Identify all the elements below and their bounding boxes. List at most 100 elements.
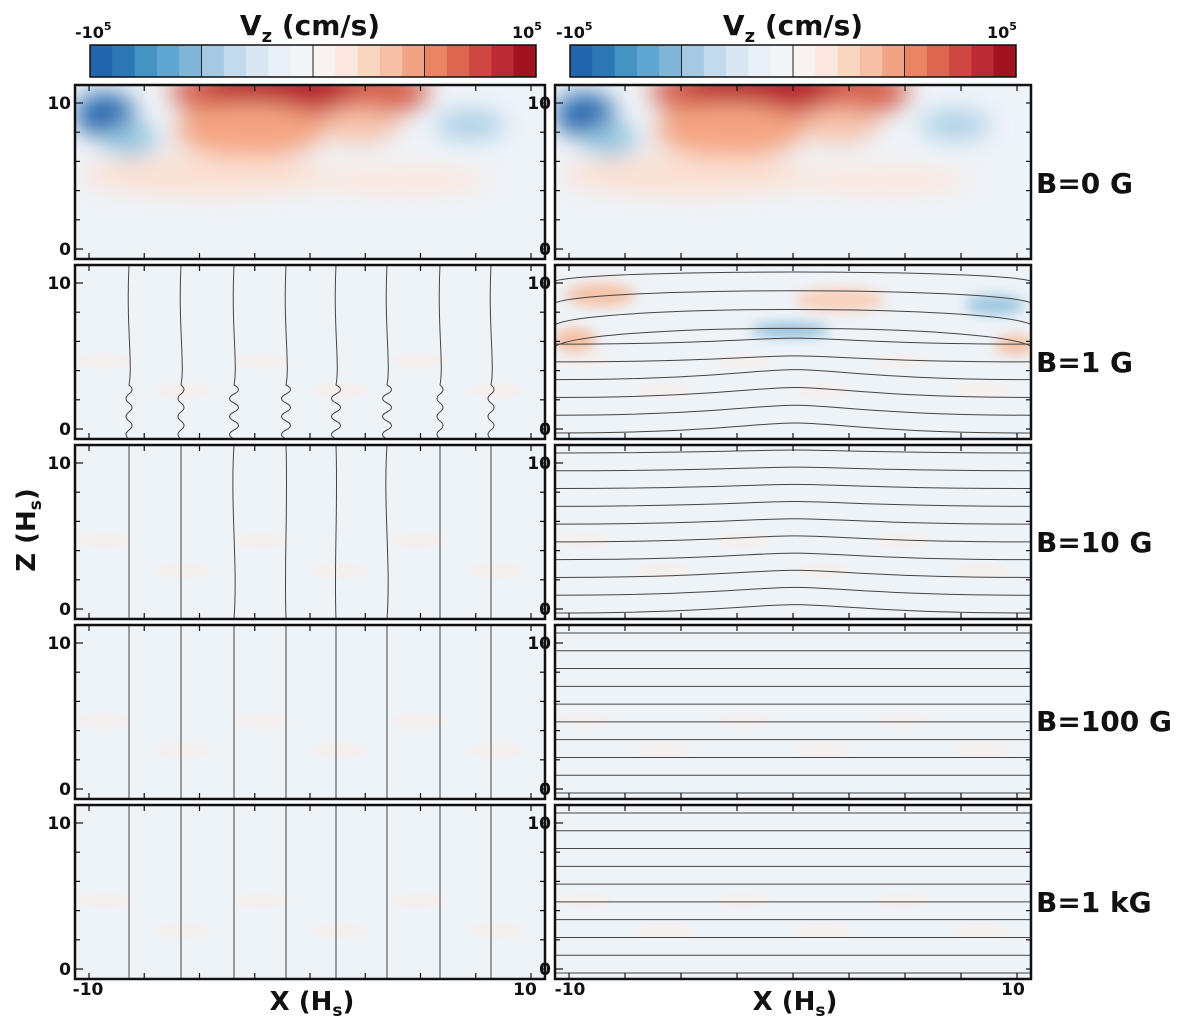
panel-tint-left-4-2 xyxy=(233,892,290,909)
panel-tint-right-1-4 xyxy=(874,352,931,369)
field-line-horizontal-2-7 xyxy=(554,569,1032,578)
x-tick-min-left: -10 xyxy=(73,980,104,1000)
colorbar-min-label-right: -105 xyxy=(556,20,593,42)
panel-tint-right-4-4 xyxy=(874,892,931,909)
colorbar-swatch-left-18 xyxy=(491,45,515,77)
z-tick-label-0-right-1: 0 xyxy=(539,420,551,440)
colorbar-right: Vz (cm/s) -105 105 xyxy=(556,9,1017,78)
panel-tint-right-3-1 xyxy=(636,742,693,759)
field-line-horizontal-1-1 xyxy=(554,290,1032,304)
panel-tint-right-3-5 xyxy=(953,742,1010,759)
z-tick-label-10-right-4: 10 xyxy=(527,814,551,834)
panel-tint-right-1-5 xyxy=(953,382,1010,399)
colorbar-swatch-right-10 xyxy=(793,45,816,77)
field-line-vertical-2-2 xyxy=(232,444,236,620)
panel-tint-right-4-0 xyxy=(557,892,613,909)
panel-tint-left-4-0 xyxy=(77,892,133,909)
panel-tint-left-2-0 xyxy=(77,532,133,549)
z-tick-label-0-right-2: 0 xyxy=(539,600,551,620)
panel-tint-right-1-3 xyxy=(795,382,851,399)
colorbar-swatch-left-7 xyxy=(246,45,269,77)
panel-tint-left-2-5 xyxy=(468,562,525,579)
colorbar-swatch-left-5 xyxy=(201,45,225,77)
z-tick-label-0-left-1: 0 xyxy=(59,420,71,440)
colorbar-swatch-right-18 xyxy=(971,45,995,77)
colorbar-swatch-left-4 xyxy=(179,45,202,77)
panel-tint-left-2-2 xyxy=(233,532,290,549)
panel-tint-right-4-1 xyxy=(636,922,693,939)
field-line-horizontal-1-3 xyxy=(554,327,1032,347)
colorbar-max-label-left: 105 xyxy=(512,20,542,42)
colorbar-swatch-right-2 xyxy=(614,45,638,77)
colorbar-left: Vz (cm/s) -105 105 xyxy=(75,9,542,78)
panel-tint-left-2-1 xyxy=(155,562,212,579)
colorbar-swatch-left-14 xyxy=(402,45,425,77)
field-line-vertical-1-0 xyxy=(125,264,133,440)
panel-bg-left-1 xyxy=(75,265,545,439)
panel-tint-right-1-0 xyxy=(557,352,613,369)
x-tick-max-right: 10 xyxy=(1001,980,1025,1000)
field-lines xyxy=(125,264,1032,979)
colorbar-swatch-left-16 xyxy=(446,45,470,77)
panel-bg-right-2 xyxy=(555,445,1031,619)
field-line-horizontal-2-6 xyxy=(554,552,1032,561)
colorbar-swatch-left-11 xyxy=(335,45,359,77)
field-line-vertical-1-2 xyxy=(229,264,239,440)
field-line-horizontal-2-0 xyxy=(554,449,1032,454)
panel-bg-right-3 xyxy=(555,625,1031,799)
z-tick-label-0-right-3: 0 xyxy=(539,780,551,800)
colorbar-swatch-right-13 xyxy=(859,45,883,77)
z-tick-label-10-left-4: 10 xyxy=(47,814,71,834)
field-line-horizontal-2-3 xyxy=(554,501,1032,507)
panel-bg-right-4 xyxy=(555,805,1031,979)
panel-tint-left-3-3 xyxy=(312,742,368,759)
field-line-horizontal-2-5 xyxy=(554,535,1032,543)
x-tick-max-left: 10 xyxy=(513,980,537,1000)
colorbar-swatch-left-1 xyxy=(112,45,136,77)
colorbar-swatch-left-13 xyxy=(379,45,403,77)
colorbar-swatch-right-19 xyxy=(993,45,1017,77)
row-label-b0: B=0 G xyxy=(1036,167,1133,200)
z-tick-label-10-left-1: 10 xyxy=(47,274,71,294)
colorbar-swatch-right-1 xyxy=(592,45,616,77)
field-line-horizontal-1-5 xyxy=(554,355,1032,363)
panel-tint-left-3-0 xyxy=(77,712,133,729)
field-line-horizontal-2-4 xyxy=(554,518,1032,525)
colorbar-swatch-right-9 xyxy=(770,45,794,77)
x-tick-min-right: -10 xyxy=(555,980,586,1000)
panel-frames xyxy=(73,83,1033,981)
field-line-horizontal-1-6 xyxy=(554,369,1032,381)
z-tick-labels: 10 0 10 0 10 0 10 0 10 0 10 0 10 0 10 0 10 0 10 0 xyxy=(47,94,551,980)
panel-tint-right-2-4 xyxy=(874,532,931,549)
x-axis-title-left: X (Hs) xyxy=(270,987,355,1021)
field-line-vertical-1-1 xyxy=(177,264,185,440)
colorbar-swatch-left-15 xyxy=(424,45,448,77)
colorbar-swatch-right-12 xyxy=(837,45,861,77)
field-line-horizontal-2-9 xyxy=(554,604,1032,614)
panel-tint-left-3-1 xyxy=(155,742,212,759)
colorbar-swatch-left-0 xyxy=(90,45,113,77)
colorbar-swatch-left-12 xyxy=(357,45,381,77)
field-line-vertical-1-4 xyxy=(331,264,341,440)
field-line-horizontal-2-1 xyxy=(554,466,1032,472)
z-axis-title: Z (Hs) xyxy=(12,488,46,572)
colorbar-swatch-left-2 xyxy=(134,45,158,77)
z-tick-label-0-left-2: 0 xyxy=(59,600,71,620)
colorbar-title-left: Vz (cm/s) xyxy=(240,9,380,47)
velocity-field-right-b0 xyxy=(555,85,990,195)
field-line-horizontal-1-9 xyxy=(554,422,1032,434)
colorbar-frame-left xyxy=(89,44,537,78)
colorbar-swatch-left-8 xyxy=(268,45,292,77)
z-tick-label-10-right-1: 10 xyxy=(527,274,551,294)
panel-tint-left-4-1 xyxy=(155,922,212,939)
panel-tint-right-4-2 xyxy=(715,892,772,909)
field-line-horizontal-1-8 xyxy=(554,404,1032,416)
field-line-horizontal-1-2 xyxy=(554,309,1032,326)
panel-tint-left-2-3 xyxy=(312,562,368,579)
panel-tint-left-1-5 xyxy=(468,382,525,399)
panel-tint-left-4-5 xyxy=(468,922,525,939)
colorbar-swatch-right-16 xyxy=(926,45,950,77)
panel-tint-right-3-4 xyxy=(874,712,931,729)
field-line-vertical-1-6 xyxy=(436,264,444,440)
